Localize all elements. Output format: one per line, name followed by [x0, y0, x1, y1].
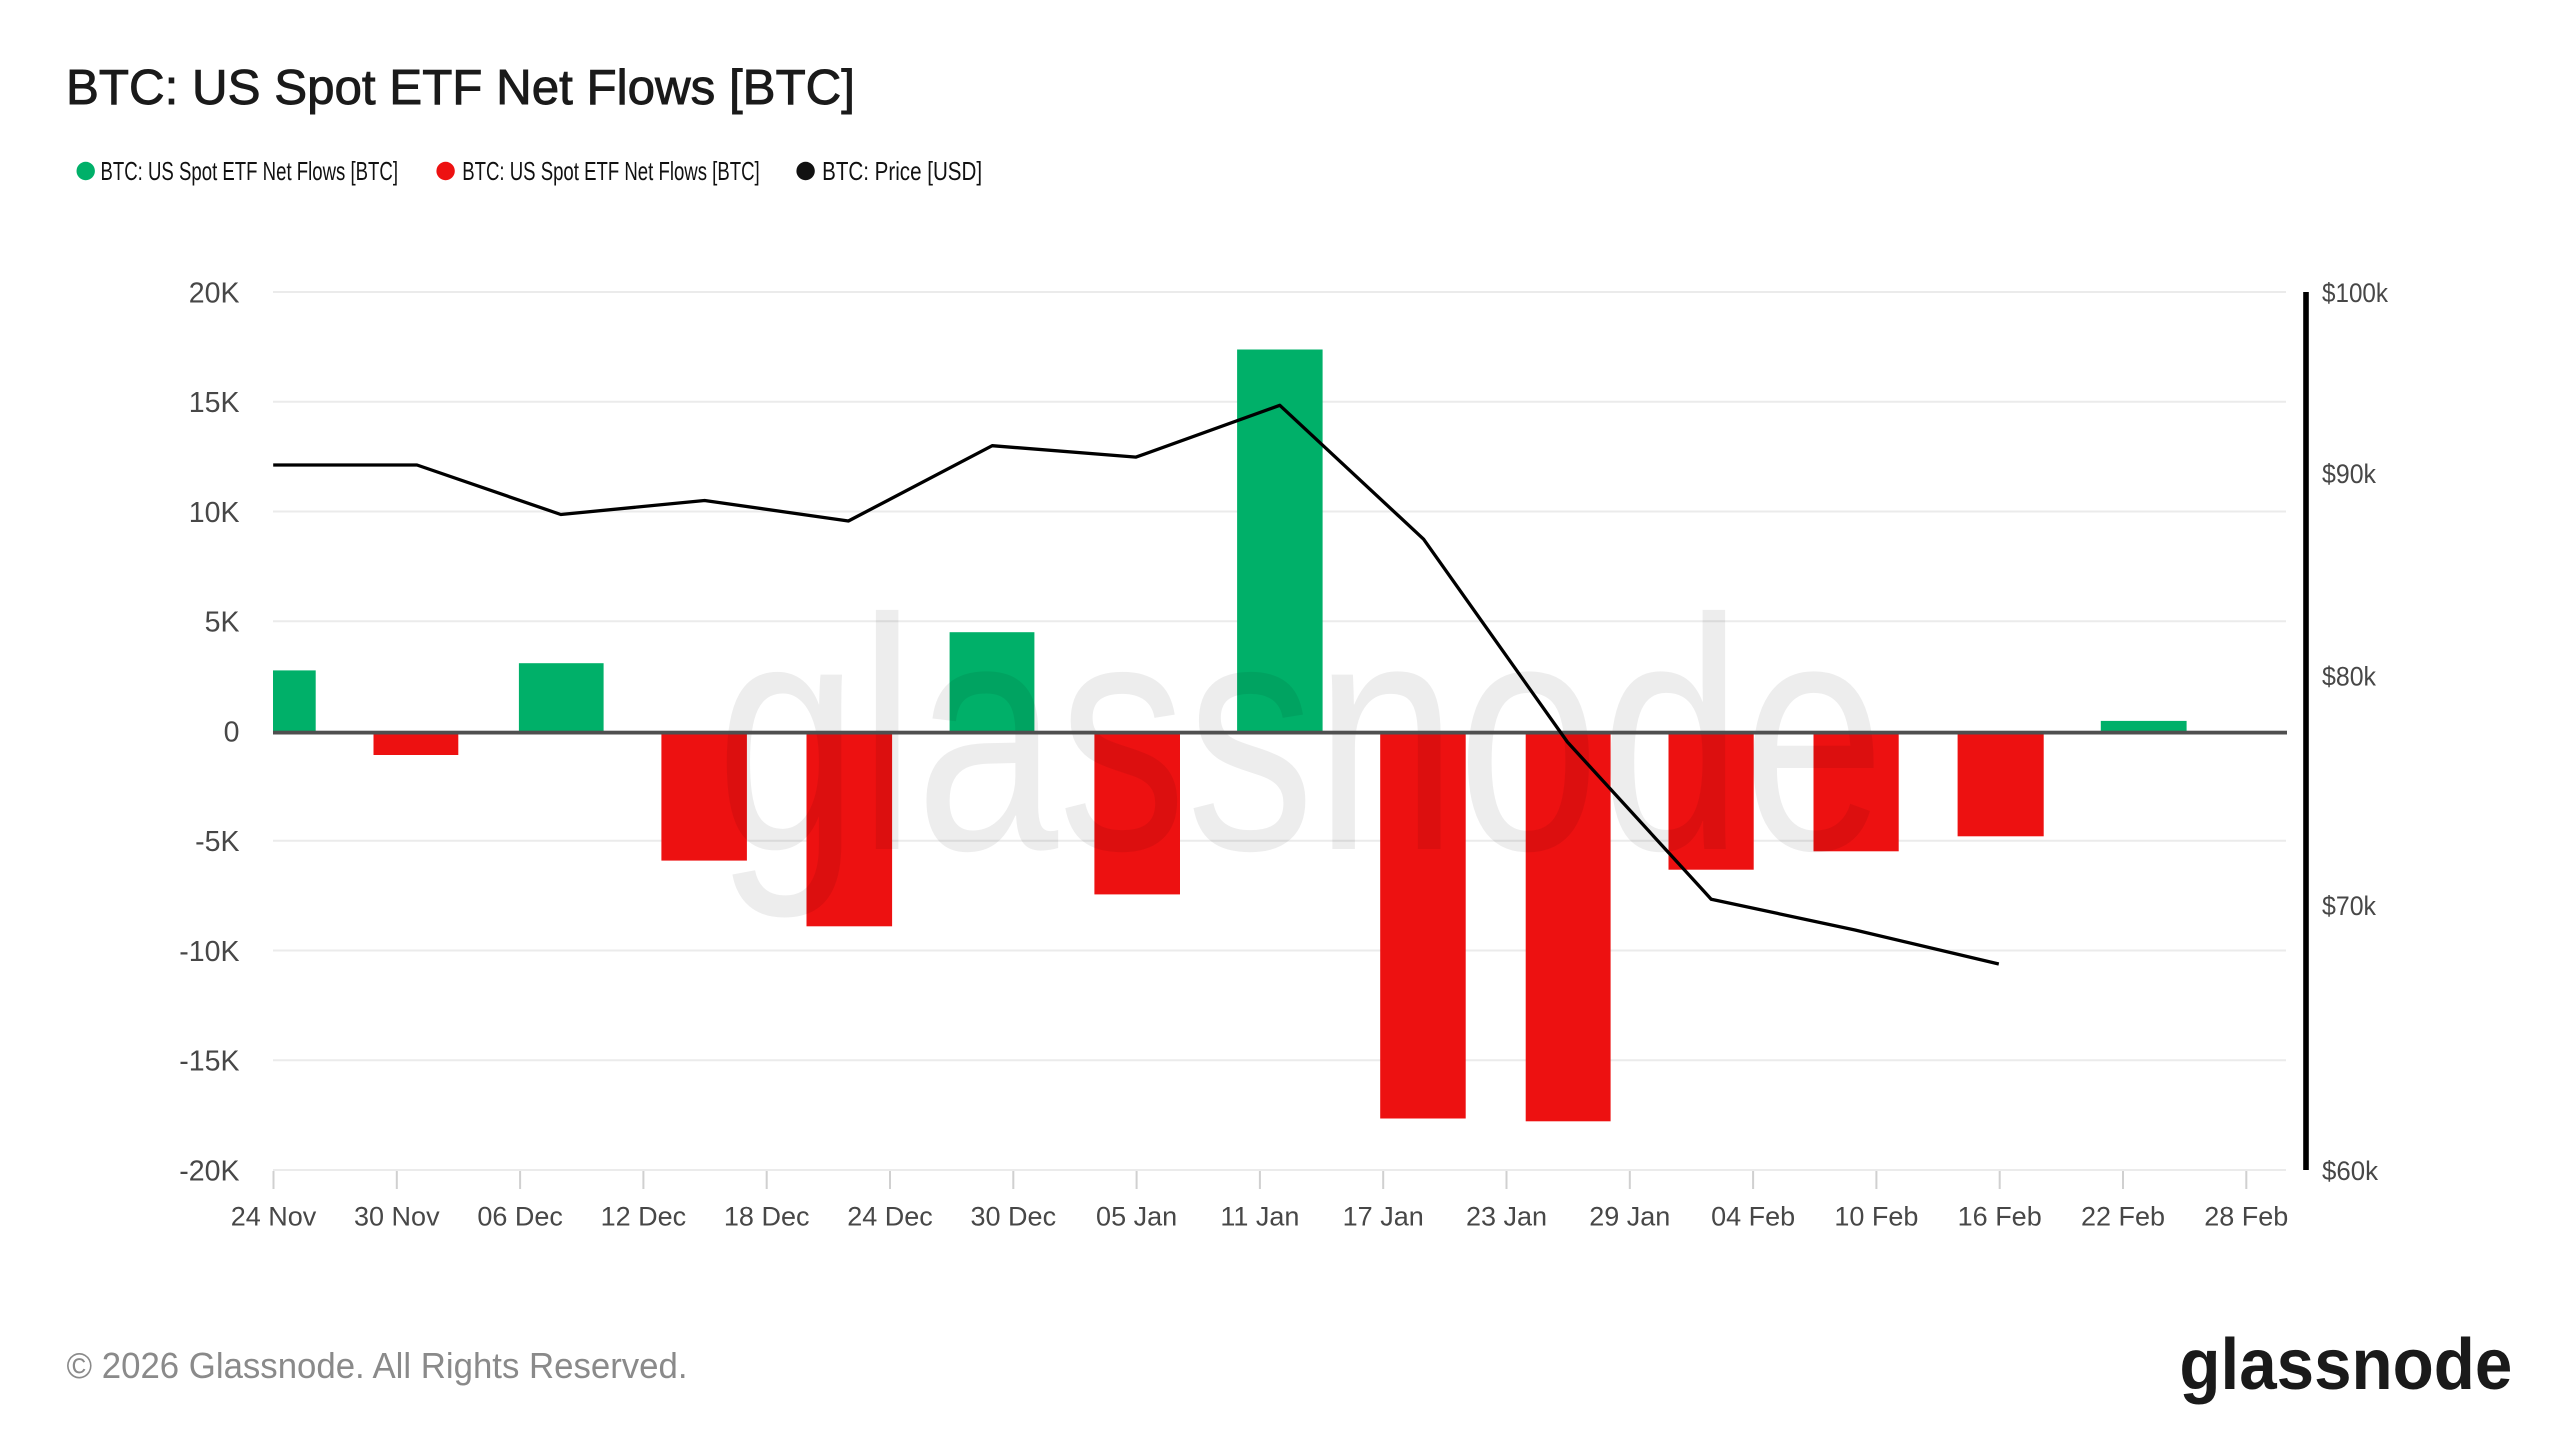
svg-text:glassnode: glassnode [2179, 1325, 2512, 1405]
svg-text:30 Dec: 30 Dec [971, 1201, 1057, 1231]
svg-text:BTC: US Spot ETF Net Flows [BT: BTC: US Spot ETF Net Flows [BTC] [66, 60, 855, 115]
svg-text:-5K: -5K [195, 826, 239, 858]
svg-text:0: 0 [224, 716, 240, 748]
svg-text:30 Nov: 30 Nov [354, 1201, 440, 1231]
svg-text:28 Feb: 28 Feb [2204, 1201, 2288, 1231]
svg-text:-10K: -10K [179, 936, 239, 968]
svg-text:$100k: $100k [2322, 278, 2388, 308]
svg-text:04 Feb: 04 Feb [1711, 1201, 1795, 1231]
svg-text:24 Dec: 24 Dec [847, 1201, 933, 1231]
svg-text:05 Jan: 05 Jan [1096, 1201, 1177, 1231]
svg-text:17 Jan: 17 Jan [1343, 1201, 1424, 1231]
svg-text:06 Dec: 06 Dec [477, 1201, 563, 1231]
svg-text:20K: 20K [189, 277, 240, 309]
svg-text:$80k: $80k [2322, 661, 2376, 691]
svg-text:$90k: $90k [2322, 459, 2376, 489]
svg-text:11 Jan: 11 Jan [1220, 1201, 1299, 1231]
svg-text:BTC: US Spot ETF Net Flows [BT: BTC: US Spot ETF Net Flows [BTC] [101, 156, 399, 186]
svg-text:5K: 5K [205, 607, 240, 639]
svg-text:$60k: $60k [2322, 1156, 2378, 1186]
svg-text:10 Feb: 10 Feb [1834, 1201, 1918, 1231]
svg-text:29 Jan: 29 Jan [1589, 1201, 1670, 1231]
svg-text:10K: 10K [189, 497, 240, 529]
svg-text:24 Nov: 24 Nov [231, 1201, 317, 1231]
svg-text:23 Jan: 23 Jan [1466, 1201, 1547, 1231]
svg-text:$70k: $70k [2322, 891, 2376, 921]
svg-text:22 Feb: 22 Feb [2081, 1201, 2165, 1231]
svg-text:16 Feb: 16 Feb [1958, 1201, 2042, 1231]
svg-text:-15K: -15K [179, 1046, 239, 1078]
svg-text:12 Dec: 12 Dec [601, 1201, 687, 1231]
svg-text:18 Dec: 18 Dec [724, 1201, 810, 1231]
svg-text:15K: 15K [189, 387, 240, 419]
svg-text:glassnode: glassnode [716, 550, 1885, 921]
svg-text:© 2026 Glassnode. All Rights R: © 2026 Glassnode. All Rights Reserved. [67, 1345, 688, 1386]
svg-text:BTC: US Spot ETF Net Flows [BT: BTC: US Spot ETF Net Flows [BTC] [462, 156, 760, 186]
svg-text:-20K: -20K [179, 1155, 239, 1187]
svg-text:BTC: Price [USD]: BTC: Price [USD] [822, 156, 982, 186]
